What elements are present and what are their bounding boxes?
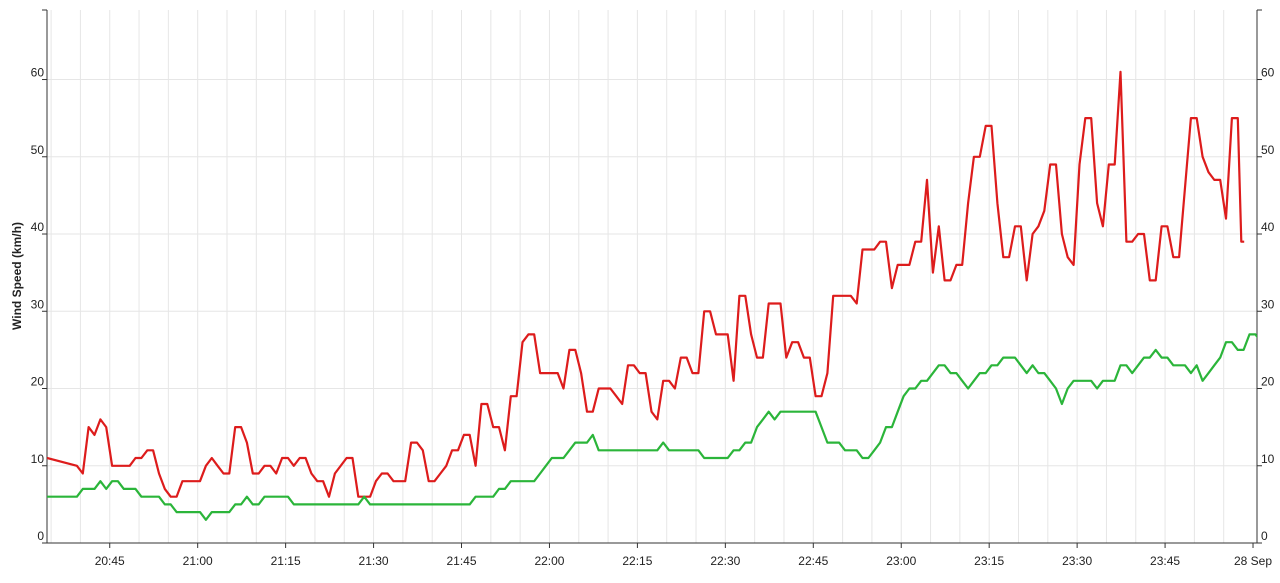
x-tick-label: 22:00	[534, 554, 564, 568]
x-tick-label: 22:30	[710, 554, 740, 568]
y-tick-label-right: 20	[1261, 375, 1275, 389]
grid	[47, 10, 1257, 543]
x-tick-label: 23:15	[974, 554, 1004, 568]
x-tick-label: 23:00	[886, 554, 916, 568]
y-tick-label-left: 10	[31, 452, 45, 466]
series-line-average	[47, 333, 1257, 521]
y-tick-label-left: 50	[31, 143, 45, 157]
y-tick-label-right: 60	[1261, 66, 1275, 80]
series	[47, 70, 1257, 521]
y-tick-label-left: 20	[31, 375, 45, 389]
y-tick-label-right: 0	[1261, 529, 1268, 543]
y-tick-label-right: 40	[1261, 220, 1275, 234]
x-tick-label: 21:30	[359, 554, 389, 568]
x-tick-label: 22:45	[798, 554, 828, 568]
y-axis-left-ticks: 0 10 20 30 40 50 60	[31, 9, 47, 544]
x-tick-label: 22:15	[622, 554, 652, 568]
x-tick-label: 28 Sep	[1234, 554, 1272, 568]
y-tick-label-left: 30	[31, 297, 45, 311]
x-tick-label: 23:45	[1150, 554, 1180, 568]
y-axis-right-ticks: 0 10 20 30 40 50 60	[1257, 9, 1275, 544]
series-line-gust	[47, 70, 1245, 498]
y-tick-label-left: 40	[31, 220, 45, 234]
x-tick-label: 21:15	[271, 554, 301, 568]
x-tick-label: 23:30	[1062, 554, 1092, 568]
y-tick-label-left: 0	[37, 529, 44, 543]
x-axis-ticks: 20:45 21:00 21:15 21:30 21:45 22:00 22:15 22:30…	[95, 543, 1272, 568]
axes	[46, 10, 1258, 544]
y-axis-label: Wind Speed (km/h)	[10, 222, 24, 330]
y-tick-label-left: 60	[31, 66, 45, 80]
y-tick-label-right: 10	[1261, 452, 1275, 466]
y-tick-label-right: 50	[1261, 143, 1275, 157]
x-tick-label: 21:00	[183, 554, 213, 568]
y-tick-label-right: 30	[1261, 297, 1275, 311]
x-tick-label: 21:45	[446, 554, 476, 568]
x-tick-label: 20:45	[95, 554, 125, 568]
